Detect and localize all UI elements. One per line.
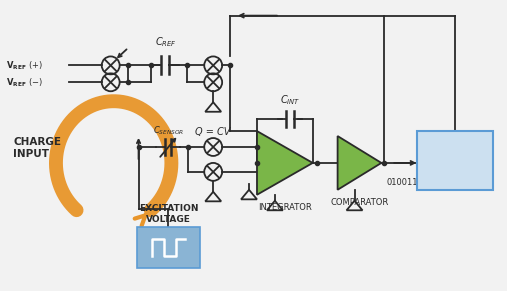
Text: Q = CV: Q = CV (195, 127, 231, 137)
Text: $C_{REF}$: $C_{REF}$ (155, 36, 176, 49)
Polygon shape (257, 131, 313, 195)
Text: $C_{INT}$: $C_{INT}$ (279, 93, 300, 107)
Text: DIGITAL
FILTER: DIGITAL FILTER (433, 150, 477, 171)
Polygon shape (338, 136, 381, 190)
Text: $\mathbf{V_{REF}}$ (−): $\mathbf{V_{REF}}$ (−) (6, 76, 43, 88)
Text: INTEGRATOR: INTEGRATOR (258, 203, 312, 212)
Text: EXCITATION
VOLTAGE: EXCITATION VOLTAGE (138, 204, 198, 223)
FancyBboxPatch shape (136, 227, 200, 268)
Text: $\mathbf{V_{REF}}$ (+): $\mathbf{V_{REF}}$ (+) (6, 59, 43, 72)
Text: $C_{SENSOR}$: $C_{SENSOR}$ (153, 125, 184, 137)
Text: CHARGE
INPUT: CHARGE INPUT (13, 137, 61, 159)
Text: 0100110: 0100110 (386, 178, 423, 187)
FancyBboxPatch shape (417, 131, 493, 190)
Text: COMPARATOR: COMPARATOR (331, 198, 389, 207)
